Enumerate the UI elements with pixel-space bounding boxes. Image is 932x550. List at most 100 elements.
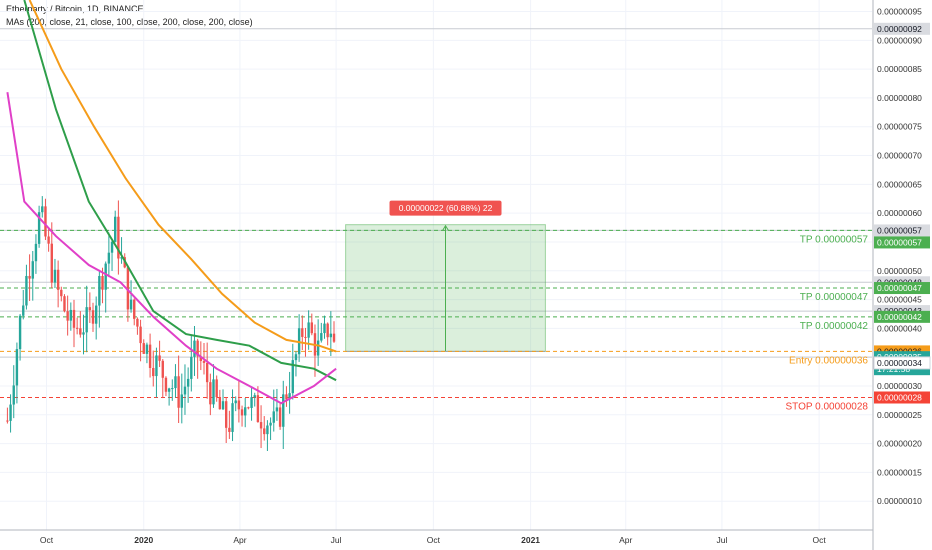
candle-body <box>152 367 155 377</box>
candle-body <box>25 275 28 306</box>
candle-body <box>44 206 47 237</box>
candle-body <box>291 360 294 394</box>
candle-body <box>98 276 101 306</box>
candle-body <box>224 401 228 428</box>
candle-body <box>75 327 79 329</box>
candle-body <box>31 261 34 279</box>
candle-body <box>104 263 107 290</box>
candle-body <box>263 428 266 435</box>
candle-body <box>240 409 244 416</box>
candle-body <box>196 340 199 357</box>
candle-body <box>126 267 130 310</box>
axis-price-badge-text: 0.00000028 <box>877 393 922 403</box>
axis-price-badge-text: 0.00000057 <box>877 225 922 235</box>
candle-body <box>231 403 234 432</box>
candle-body <box>310 322 314 334</box>
y-tick-label: 0.00000060 <box>877 208 922 218</box>
candle-body <box>304 336 307 338</box>
y-tick-label: 0.00000090 <box>877 35 922 45</box>
candle-body <box>218 397 222 410</box>
axis-price-badge-text: 0.00000042 <box>877 312 922 322</box>
candle-body <box>332 333 336 342</box>
candle-body <box>259 422 263 429</box>
y-tick-label: 0.00000020 <box>877 439 922 449</box>
candle-body <box>209 382 212 405</box>
candle-body <box>180 394 183 408</box>
candle-body <box>142 343 145 354</box>
candle-body <box>47 236 50 244</box>
candle-body <box>301 328 304 337</box>
candle-body <box>148 344 152 368</box>
candle-body <box>183 386 187 395</box>
candle-body <box>320 333 323 341</box>
candle-body <box>253 395 256 398</box>
candle-body <box>272 411 275 423</box>
y-tick-label: 0.00000025 <box>877 410 922 420</box>
y-tick-label: 0.00000010 <box>877 496 922 506</box>
candle-body <box>63 296 66 312</box>
candle-body <box>294 354 298 361</box>
position-label-box <box>389 200 502 216</box>
x-tick-label: Apr <box>619 535 632 545</box>
candle-body <box>133 299 136 319</box>
candle-body <box>94 305 98 324</box>
candle-body <box>37 212 41 244</box>
x-tick-label: 2021 <box>521 535 540 545</box>
candle-body <box>6 420 9 422</box>
candle-body <box>12 385 15 405</box>
level-label: TP 0.00000047 <box>800 292 869 303</box>
axis-price-badge-text: 0.00000092 <box>877 24 922 34</box>
candle-body <box>205 362 209 383</box>
candle-body <box>212 379 215 405</box>
candle-body <box>329 333 333 338</box>
y-tick-label: 0.00000045 <box>877 295 922 305</box>
candle-body <box>161 360 164 378</box>
candle-body <box>34 243 38 262</box>
candle-body <box>60 289 63 297</box>
candle-body <box>129 299 133 310</box>
candle-body <box>158 355 161 361</box>
level-label: TP 0.00000057 <box>800 234 869 245</box>
x-tick-label: Oct <box>40 535 54 545</box>
candle-body <box>275 407 279 412</box>
candle-body <box>221 401 225 410</box>
candle-body <box>228 427 231 432</box>
candle-body <box>88 307 92 311</box>
candle-body <box>41 206 44 213</box>
candle-body <box>282 394 285 427</box>
axis-price-badge <box>873 356 931 370</box>
level-label: Entry 0.00000036 <box>789 355 868 366</box>
candle-body <box>215 379 218 398</box>
candle-body <box>85 307 88 333</box>
candle-body <box>266 425 269 435</box>
candle-body <box>256 395 260 423</box>
candle-body <box>247 407 250 409</box>
axis-price-badge-text: 0.00000057 <box>877 237 922 247</box>
candle-body <box>326 323 329 338</box>
candle-body <box>145 344 149 354</box>
axis-price-badge <box>874 22 930 35</box>
x-tick-label: Apr <box>233 535 246 545</box>
ma-legend: MAs (200, close, 21, close, 100, close, … <box>6 17 253 27</box>
position-label: 0.00000022 (60.88%) 22 <box>399 203 493 213</box>
candle-body <box>120 257 123 259</box>
x-tick-label: Jul <box>716 535 727 545</box>
candle-body <box>114 216 117 242</box>
candle-body <box>15 349 19 386</box>
candle-body <box>82 332 85 335</box>
candle-body <box>250 397 253 408</box>
level-label: TP 0.00000042 <box>800 321 869 332</box>
candle-body <box>110 241 114 253</box>
candle-body <box>28 275 31 279</box>
candle-body <box>136 318 139 327</box>
candle-body <box>56 269 60 290</box>
candle-body <box>101 276 104 290</box>
candle-body <box>9 404 12 421</box>
axis-price-badge-text: 0.00000047 <box>877 283 922 293</box>
axis-price-badge <box>874 282 930 295</box>
y-tick-label: 0.00000070 <box>877 151 922 161</box>
y-tick-label: 0.00000065 <box>877 179 922 189</box>
x-tick-label: 2020 <box>134 535 153 545</box>
candle-body <box>107 252 111 264</box>
